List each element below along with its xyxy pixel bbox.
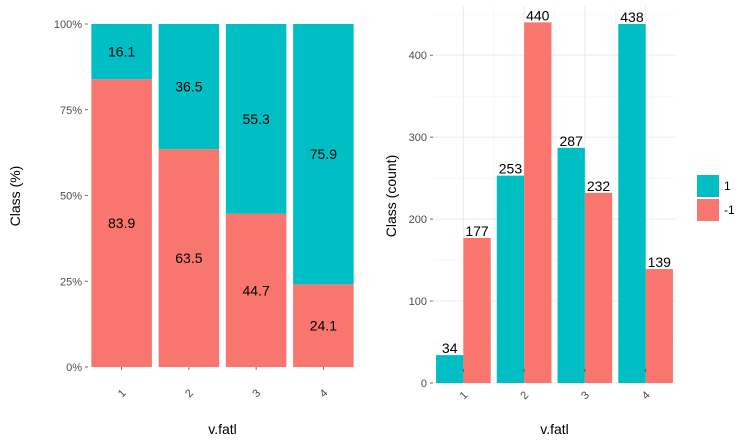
left-x-tick-label: 1 xyxy=(116,387,129,400)
left-x-tick-label: 3 xyxy=(250,387,263,400)
left-bar-1-series--1 xyxy=(91,79,152,368)
right-y-axis-title: Class (count) xyxy=(383,155,399,237)
left-bar-label-1-series--1: 83.9 xyxy=(108,215,135,231)
right-y-tick-label: 400 xyxy=(409,50,427,62)
left-bar-2-series--1 xyxy=(158,149,220,367)
right-bar-label-1-series--1: 177 xyxy=(465,223,489,239)
left-bar-3-series-1 xyxy=(225,24,287,214)
right-y-tick-label: 0 xyxy=(421,378,427,390)
legend: 1 -1 xyxy=(697,175,735,221)
left-bar-1-series-1 xyxy=(91,24,152,80)
left-y-tick-label: 25% xyxy=(60,276,82,288)
right-bar-2-series-1 xyxy=(496,175,525,383)
left-bar-label-3-series--1: 44.7 xyxy=(243,282,270,298)
left-bar-label-3-series-1: 55.3 xyxy=(243,111,270,127)
left-y-tick-label: 75% xyxy=(60,105,82,117)
right-bar-label-1-series-1: 34 xyxy=(442,340,458,356)
left-chart-panel: 83.9 16.1 1 63.5 36.5 2 44.7 55.3 3 24.1 75.9 4 0% 25… xyxy=(7,19,354,437)
left-y-tick-label: 100% xyxy=(54,19,82,31)
left-bar-4-series--1 xyxy=(293,284,354,367)
left-bar-3-series--1 xyxy=(225,213,287,367)
right-bar-1-series--1 xyxy=(463,237,491,383)
right-bar-label-4-series--1: 139 xyxy=(648,254,672,270)
right-bar-label-2-series--1: 440 xyxy=(526,7,550,23)
left-bar-4-series-1 xyxy=(293,24,354,285)
right-bar-3-series--1 xyxy=(584,192,613,383)
left-x-tick-label: 4 xyxy=(318,387,331,400)
right-x-tick-label: 1 xyxy=(458,389,471,402)
right-y-tick-label: 200 xyxy=(409,214,427,226)
left-bar-label-2-series-1: 36.5 xyxy=(175,79,202,95)
right-bar-label-3-series--1: 232 xyxy=(587,178,611,194)
left-x-axis-title: v.fatl xyxy=(208,421,237,437)
legend-label-1: 1 xyxy=(724,179,731,193)
legend-key--1 xyxy=(697,199,719,221)
right-bar-3-series-1 xyxy=(557,147,585,383)
right-bar-2-series--1 xyxy=(524,22,552,384)
right-x-tick-label: 3 xyxy=(579,389,592,402)
left-x-tick-label: 2 xyxy=(183,387,196,400)
left-bar-label-1-series-1: 16.1 xyxy=(108,44,135,60)
legend-label--1: -1 xyxy=(724,203,735,217)
legend-key-1 xyxy=(697,175,719,197)
left-bar-label-2-series--1: 63.5 xyxy=(175,250,202,266)
left-bar-label-4-series-1: 75.9 xyxy=(310,146,337,162)
left-y-tick-label: 50% xyxy=(60,191,82,203)
right-chart-panel: 34 177 1 253 440 2 287 232 3 438 139 4 0 100 200 300 400… xyxy=(383,6,676,437)
right-bar-label-2-series-1: 253 xyxy=(499,161,523,177)
right-x-axis-title: v.fatl xyxy=(540,421,569,437)
right-bar-4-series-1 xyxy=(618,24,646,384)
left-bar-label-4-series--1: 24.1 xyxy=(310,318,337,334)
left-y-axis-title: Class (%) xyxy=(7,166,23,227)
right-bar-1-series-1 xyxy=(436,355,464,383)
right-x-tick-label: 2 xyxy=(518,389,531,402)
right-bar-label-4-series-1: 438 xyxy=(620,9,644,25)
left-y-tick-label: 0% xyxy=(66,362,82,374)
right-y-tick-label: 300 xyxy=(409,132,427,144)
left-bar-2-series-1 xyxy=(158,24,220,150)
right-bar-label-3-series-1: 287 xyxy=(560,133,584,149)
right-bar-4-series--1 xyxy=(645,269,673,383)
right-y-tick-label: 100 xyxy=(409,296,427,308)
right-x-tick-label: 4 xyxy=(640,389,653,402)
